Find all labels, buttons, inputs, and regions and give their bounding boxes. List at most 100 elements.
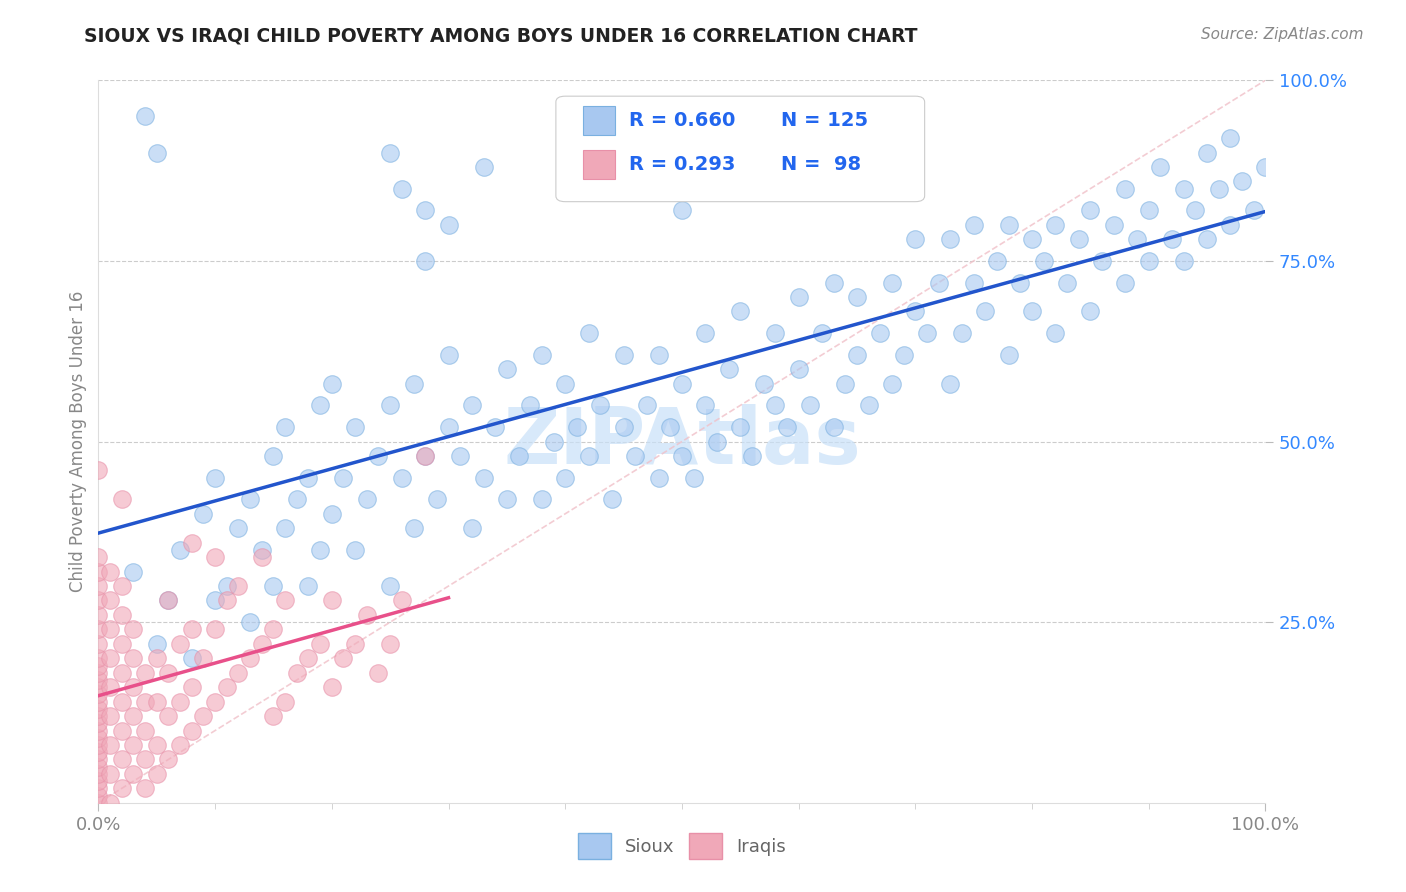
Point	[87, 680, 110, 694]
Point	[98, 796, 121, 810]
Text: R = 0.293: R = 0.293	[630, 155, 735, 174]
Point	[437, 218, 460, 232]
Point	[543, 434, 565, 449]
Point	[391, 182, 413, 196]
Point	[659, 420, 682, 434]
Point	[344, 420, 367, 434]
Point	[997, 218, 1019, 232]
Point	[589, 398, 612, 412]
Point	[426, 492, 449, 507]
Point	[193, 507, 215, 521]
Point	[1219, 218, 1241, 232]
Point	[647, 348, 669, 362]
Point	[134, 110, 156, 124]
Point	[228, 665, 250, 680]
Point	[1173, 253, 1195, 268]
Point	[869, 326, 891, 340]
Point	[193, 651, 215, 665]
Point	[321, 680, 343, 694]
Point	[682, 470, 704, 484]
Point	[285, 665, 308, 680]
Point	[554, 376, 576, 391]
Point	[87, 752, 110, 766]
Point	[87, 637, 110, 651]
Point	[695, 398, 717, 412]
Point	[122, 651, 145, 665]
Point	[367, 449, 389, 463]
Point	[297, 470, 319, 484]
Point	[1195, 145, 1218, 160]
Point	[391, 470, 413, 484]
Point	[380, 579, 402, 593]
Text: ZIPAtlas: ZIPAtlas	[503, 403, 860, 480]
Point	[367, 665, 389, 680]
Point	[1126, 232, 1149, 246]
Point	[413, 449, 436, 463]
Point	[671, 449, 693, 463]
Point	[484, 420, 506, 434]
Point	[730, 304, 752, 318]
FancyBboxPatch shape	[555, 96, 925, 202]
Point	[146, 767, 169, 781]
Point	[98, 593, 121, 607]
Point	[671, 203, 693, 218]
Point	[157, 752, 180, 766]
Point	[1045, 326, 1067, 340]
Point	[87, 745, 110, 759]
Point	[380, 637, 402, 651]
Point	[146, 637, 169, 651]
Point	[321, 593, 343, 607]
Point	[204, 550, 226, 565]
Point	[578, 326, 600, 340]
Point	[274, 695, 297, 709]
Point	[98, 709, 121, 723]
Point	[530, 348, 553, 362]
Point	[413, 253, 436, 268]
Point	[87, 658, 110, 673]
Point	[1161, 232, 1184, 246]
Point	[437, 420, 460, 434]
Point	[87, 687, 110, 701]
Point	[262, 579, 284, 593]
Point	[87, 760, 110, 774]
Point	[122, 565, 145, 579]
Point	[169, 695, 191, 709]
Point	[880, 376, 903, 391]
Point	[87, 796, 110, 810]
Point	[98, 680, 121, 694]
Point	[250, 550, 273, 565]
Point	[134, 665, 156, 680]
Point	[1230, 174, 1253, 188]
Point	[461, 521, 484, 535]
Point	[974, 304, 997, 318]
FancyBboxPatch shape	[582, 106, 616, 135]
Text: Source: ZipAtlas.com: Source: ZipAtlas.com	[1201, 27, 1364, 42]
Point	[763, 326, 786, 340]
Point	[904, 304, 927, 318]
Point	[706, 434, 728, 449]
Point	[157, 709, 180, 723]
Point	[228, 521, 250, 535]
Point	[928, 276, 950, 290]
Point	[285, 492, 308, 507]
Point	[98, 767, 121, 781]
Point	[461, 398, 484, 412]
Point	[111, 579, 134, 593]
Point	[1219, 131, 1241, 145]
Point	[530, 492, 553, 507]
Point	[1173, 182, 1195, 196]
Point	[228, 579, 250, 593]
FancyBboxPatch shape	[582, 150, 616, 179]
Point	[344, 637, 367, 651]
Point	[1149, 160, 1171, 174]
Point	[239, 651, 262, 665]
Point	[87, 623, 110, 637]
Point	[146, 738, 169, 752]
Point	[111, 695, 134, 709]
Point	[763, 398, 786, 412]
Point	[204, 695, 226, 709]
Point	[157, 593, 180, 607]
Point	[87, 702, 110, 716]
Point	[356, 607, 378, 622]
Point	[880, 276, 903, 290]
